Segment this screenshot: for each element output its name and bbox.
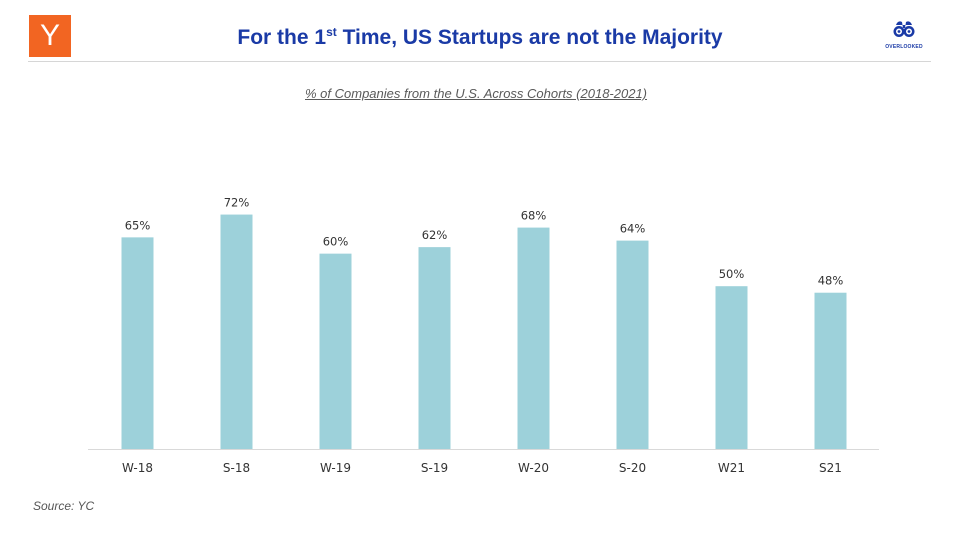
data-label-s-20: 64% (620, 222, 646, 236)
x-tick-label-s-18: S-18 (223, 461, 250, 475)
data-label-w-18: 65% (125, 218, 151, 232)
brand-name: OVERLOOKED (885, 44, 923, 50)
x-tick-label-s-19: S-19 (421, 461, 448, 475)
data-labels: 65% 72% 60% 62% 68% 64% 50% 48% (125, 196, 844, 288)
x-tick-label-s-20: S-20 (619, 461, 646, 475)
x-tick-label-w-18: W-18 (122, 461, 153, 475)
page-title: For the 1st Time, US Startups are not th… (0, 26, 960, 50)
x-tick-label-w-19: W-19 (320, 461, 351, 475)
chart-title: % of Companies from the U.S. Across Coho… (305, 86, 647, 101)
binoculars-icon (893, 21, 915, 37)
overlooked-logo: OVERLOOKED (874, 20, 934, 50)
data-label-w21: 50% (719, 267, 745, 281)
bar-w-18 (121, 237, 154, 449)
bar-s21 (814, 292, 847, 449)
data-label-s-19: 62% (422, 228, 448, 242)
bar-s-20 (616, 240, 649, 449)
bar-s-19 (418, 247, 451, 449)
title-superscript: st (326, 25, 337, 39)
title-text-end: Time, US Startups are not the Majority (336, 26, 723, 49)
x-tick-labels: W-18 S-18 W-19 S-19 W-20 S-20 W21 S21 (122, 461, 842, 475)
bar-s-18 (220, 214, 253, 449)
bar-w21 (715, 286, 748, 449)
data-label-w-19: 60% (323, 235, 349, 249)
x-tick-label-s21: S21 (819, 461, 842, 475)
title-text-start: For the 1 (237, 26, 327, 49)
yc-logo: Y (29, 15, 71, 57)
x-tick-label-w-20: W-20 (518, 461, 549, 475)
data-label-w-20: 68% (521, 209, 547, 223)
source-note: Source: YC (33, 499, 95, 513)
x-tick-label-w21: W21 (718, 461, 745, 475)
data-label-s-18: 72% (224, 196, 250, 210)
bar-w-20 (517, 227, 550, 449)
bar-w-19 (319, 253, 352, 449)
data-label-s21: 48% (818, 274, 844, 288)
bar-series (121, 214, 847, 449)
header-divider (28, 61, 931, 62)
